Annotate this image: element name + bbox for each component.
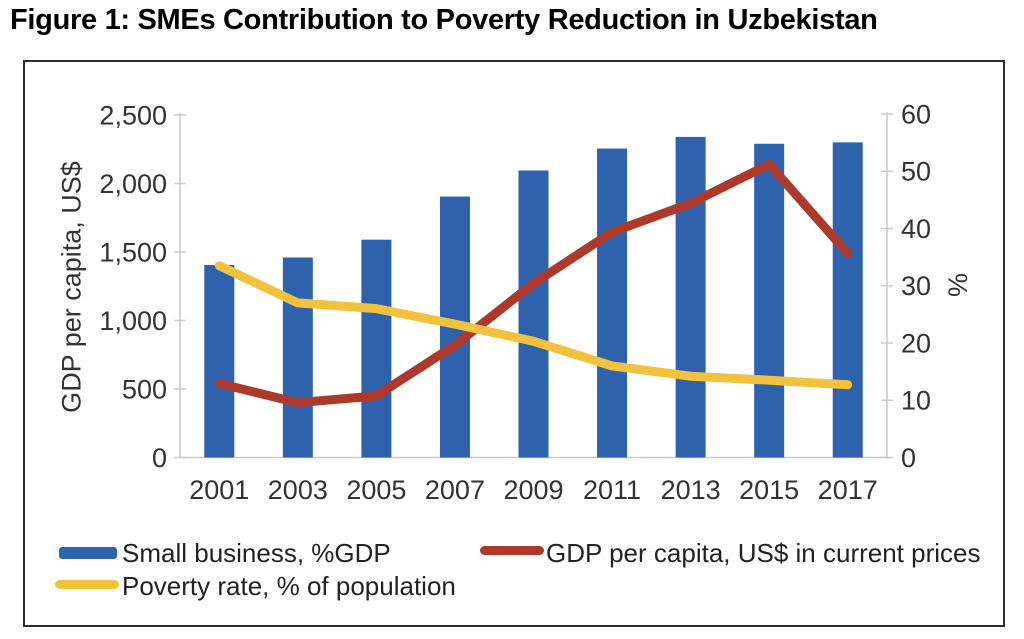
- x-axis-tick-label: 2005: [346, 475, 406, 505]
- legend-swatch-gdp-per-capita: [480, 546, 544, 555]
- right-axis-tick-label: 10: [901, 386, 931, 416]
- x-axis-tick-label: 2015: [739, 475, 799, 505]
- left-axis-tick-label: 1,000: [99, 306, 167, 336]
- left-axis-tick-label: 500: [122, 374, 167, 404]
- left-axis-tick-label: 2,000: [99, 169, 167, 199]
- poverty-rate-line: [214, 261, 853, 390]
- legend-label-poverty-rate: Poverty rate, % of population: [122, 571, 456, 601]
- right-axis-tick-label: 0: [901, 443, 916, 473]
- legend-label-small-business: Small business, %GDP: [122, 538, 391, 568]
- x-axis-tick-label: 2001: [189, 475, 249, 505]
- bar-2015: [754, 143, 785, 458]
- chart-frame: 0 500 1,000 1,500 2,000 2,500 0 10 20 30 40 50 60 200…: [23, 60, 1005, 627]
- bar-2001: [204, 265, 235, 458]
- bar-2005: [361, 239, 392, 458]
- bar-2011: [597, 148, 628, 458]
- left-axis-tick-label: 0: [152, 443, 167, 473]
- right-axis-tick-label: 30: [901, 271, 931, 301]
- legend-label-gdp-per-capita: GDP per capita, US$ in current prices: [546, 538, 981, 568]
- legend-swatch-poverty-rate: [55, 580, 119, 589]
- bar-2017: [832, 142, 863, 458]
- left-axis-tick-label: 2,500: [99, 100, 167, 130]
- chart-canvas: 0 500 1,000 1,500 2,000 2,500 0 10 20 30 40 50 60 200…: [99, 99, 931, 505]
- x-axis-tick-label: 2003: [268, 475, 328, 505]
- bar-2013: [675, 136, 706, 458]
- left-axis-tick-label: 1,500: [99, 237, 167, 267]
- right-axis-tick-label: 20: [901, 328, 931, 358]
- x-axis-tick-label: 2017: [818, 475, 878, 505]
- legend-swatch-small-business: [59, 547, 117, 559]
- x-axis-tick-label: 2007: [425, 475, 485, 505]
- right-axis-title: %: [942, 272, 973, 298]
- figure-title: Figure 1: SMEs Contribution to Poverty R…: [10, 4, 878, 36]
- x-axis-tick-label: 2011: [583, 475, 641, 505]
- right-axis-tick-label: 50: [901, 157, 931, 187]
- x-axis-tick-label: 2013: [661, 475, 721, 505]
- right-axis-tick-label: 60: [901, 99, 931, 129]
- bar-2003: [282, 257, 313, 458]
- gdp-per-capita-line: [214, 159, 853, 408]
- x-axis-tick-label: 2009: [503, 475, 563, 505]
- right-axis-tick-label: 40: [901, 214, 931, 244]
- bar-2009: [518, 170, 549, 458]
- left-axis-title: GDP per capita, US$: [56, 161, 87, 413]
